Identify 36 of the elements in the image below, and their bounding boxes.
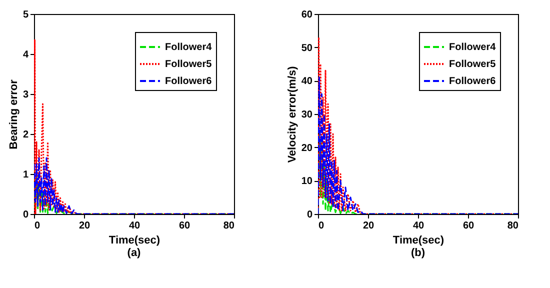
- text: (b): [410, 247, 426, 259]
- y-tick-label: 60: [301, 10, 313, 20]
- y-tick-label: 30: [301, 110, 313, 120]
- legend-label: Follower5: [449, 59, 496, 70]
- y-tick-label: 2: [22, 130, 29, 140]
- x-tick-label: 80: [223, 220, 235, 232]
- x-axis-title: Time(sec): [108, 234, 160, 246]
- x-tick-label: 20: [78, 220, 90, 232]
- x-tick-label: 40: [128, 220, 140, 232]
- x-tick-label: 80: [507, 220, 519, 232]
- x-tick-label: 40: [412, 220, 424, 232]
- y-tick-label: 0: [306, 210, 313, 220]
- x-tick-label: 20: [362, 220, 374, 232]
- x-tick-label: 60: [462, 220, 474, 232]
- x-axis-title: Time(sec): [392, 234, 444, 246]
- y-tick-label: 4: [22, 50, 29, 60]
- y-axis-title: Bearing error: [8, 78, 20, 150]
- legend-label: Follower6: [165, 76, 212, 87]
- text: (a): [127, 247, 142, 259]
- legend-label: Follower5: [165, 59, 212, 70]
- y-tick-label: 40: [301, 76, 313, 88]
- legend-label: Follower4: [165, 42, 212, 53]
- x-tick-label: 0: [318, 220, 324, 232]
- y-tick-label: 1: [22, 170, 29, 180]
- legend-label: Follower6: [449, 76, 496, 87]
- y-tick-label: 0: [22, 210, 29, 220]
- line-series: [318, 76, 518, 214]
- y-tick-label: 10: [301, 176, 313, 188]
- y-tick-label: 3: [22, 90, 29, 100]
- y-tick-label: 50: [301, 42, 313, 54]
- y-tick-label: 5: [22, 10, 29, 20]
- y-tick-label: 20: [301, 142, 313, 154]
- x-tick-label: 0: [34, 220, 40, 232]
- legend-label: Follower4: [449, 42, 496, 53]
- x-tick-label: 60: [178, 220, 190, 232]
- y-axis-title: Velocity error(m/s): [286, 66, 298, 163]
